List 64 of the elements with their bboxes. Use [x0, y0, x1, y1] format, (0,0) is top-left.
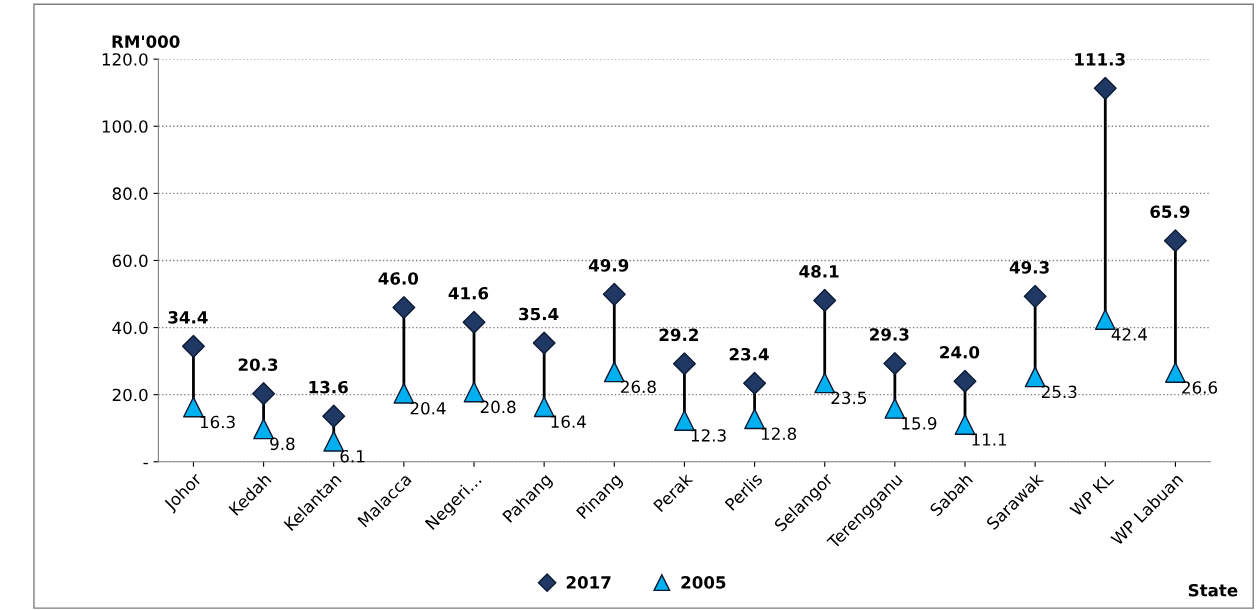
- data-label: 35.4: [519, 307, 559, 321]
- y-tick-label: 120.0: [102, 53, 148, 66]
- data-label: 20.3: [238, 358, 278, 371]
- data-label: 16.3: [200, 415, 235, 429]
- x-tick-label: WP KL: [1069, 471, 1115, 517]
- data-label: 13.6: [309, 380, 348, 394]
- data-label: 26.6: [1182, 381, 1218, 394]
- point: [1165, 362, 1186, 383]
- data-label: 23.5: [831, 391, 866, 405]
- data-label: 65.9: [1150, 205, 1190, 218]
- data-label: 15.9: [902, 417, 937, 430]
- data-label: 29.3: [870, 328, 909, 341]
- point: [322, 404, 346, 428]
- point: [672, 352, 696, 376]
- y-tick-label: -: [143, 462, 148, 465]
- point: [1023, 284, 1047, 308]
- data-label: 12.8: [761, 427, 797, 441]
- point: [674, 410, 695, 431]
- data-label: 24.0: [940, 345, 980, 359]
- point: [743, 371, 767, 395]
- data-label: 29.2: [659, 328, 698, 342]
- data-label: 6.1: [340, 449, 365, 463]
- point: [252, 382, 276, 406]
- point: [532, 331, 556, 355]
- point: [392, 295, 416, 319]
- data-label: 16.4: [551, 415, 586, 428]
- data-label: 111.3: [1075, 53, 1125, 66]
- y-tick-label: 40.0: [112, 321, 148, 335]
- data-label: 26.8: [621, 380, 656, 394]
- data-label: 34.4: [168, 311, 208, 324]
- data-label: 11.1: [972, 433, 1007, 446]
- point: [393, 382, 415, 404]
- point: [1163, 229, 1187, 253]
- point: [883, 351, 907, 375]
- point: [1093, 76, 1117, 100]
- legend-label: 2005: [681, 576, 726, 589]
- data-label: 42.4: [1111, 328, 1148, 341]
- data-label: 49.3: [1009, 261, 1049, 274]
- data-label: 25.3: [1041, 385, 1077, 399]
- data-label: 49.9: [588, 259, 629, 272]
- data-label: 41.6: [448, 286, 489, 300]
- data-label: 12.3: [691, 429, 726, 442]
- point: [954, 414, 976, 435]
- data-label: 46.0: [378, 272, 419, 285]
- point: [884, 398, 906, 419]
- y-tick-label: 60.0: [112, 254, 148, 268]
- data-label: 9.8: [270, 437, 295, 451]
- y-tick-label: 80.0: [112, 187, 148, 200]
- point: [602, 282, 626, 306]
- point: [813, 288, 837, 312]
- legend-label: 2017: [566, 576, 611, 589]
- data-label: 48.1: [799, 265, 839, 278]
- data-label: 20.4: [410, 401, 446, 415]
- data-label: 20.8: [480, 400, 516, 414]
- data-label: 23.4: [729, 347, 769, 361]
- point: [953, 369, 977, 393]
- point: [462, 310, 486, 334]
- x-axis-title: State: [1188, 583, 1238, 597]
- point: [1094, 309, 1116, 330]
- y-axis-title: RM'000: [112, 35, 180, 48]
- point: [181, 334, 205, 358]
- point: [323, 430, 345, 452]
- y-tick-label: 100.0: [102, 120, 148, 133]
- y-tick-label: 20.0: [112, 388, 148, 402]
